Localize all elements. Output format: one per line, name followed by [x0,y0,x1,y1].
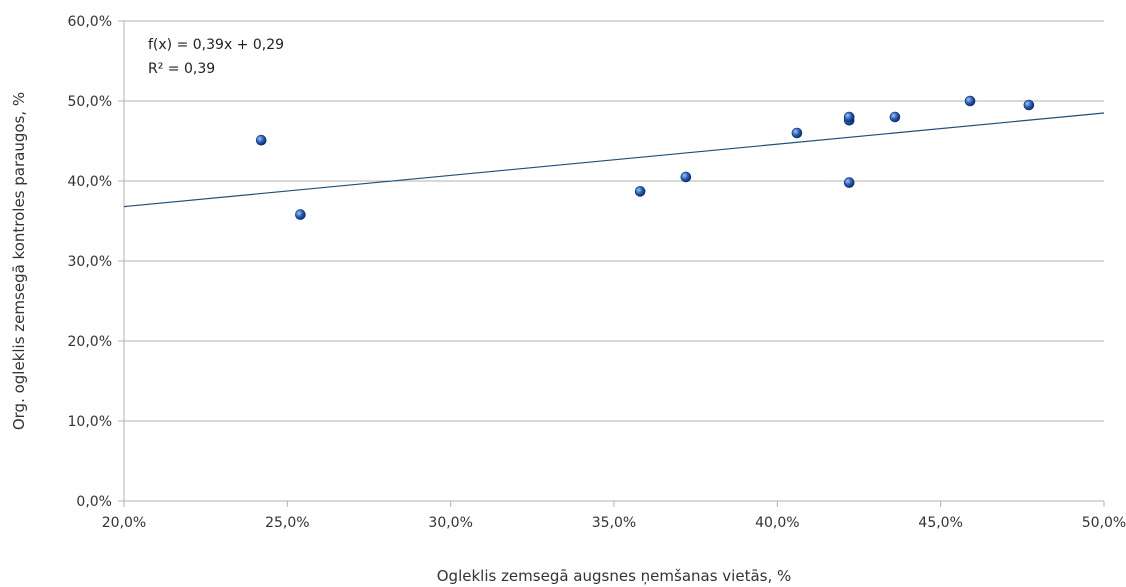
axes [123,21,1105,507]
y-tick-label: 40,0% [68,174,112,190]
x-tick-label: 25,0% [265,515,309,531]
data-point [889,111,901,123]
data-point [295,209,306,220]
y-tick-label: 30,0% [68,254,112,270]
x-tick-labels: 20,0% 25,0% 30,0% 35,0% 40,0% 45,0% 50,0% [102,515,1126,531]
x-tick-label: 50,0% [1082,515,1126,531]
y-tick-label: 60,0% [68,14,112,30]
x-tick-label: 20,0% [102,515,146,531]
x-tick-label: 45,0% [918,515,962,531]
data-point [1023,99,1035,111]
data-point [634,186,646,197]
x-tick-label: 30,0% [428,515,472,531]
equation-label: f(x) = 0,39x + 0,29 [148,37,284,53]
x-tick-label: 40,0% [755,515,799,531]
data-point [680,171,692,183]
y-axis-title: Org. ogleklis zemsegā kontroles paraugos… [10,92,28,430]
y-tick-label: 10,0% [68,414,112,430]
y-tick-labels: 0,0% 10,0% 20,0% 30,0% 40,0% 50,0% 60,0% [68,14,112,510]
data-point [791,127,803,139]
y-tick-label: 50,0% [68,94,112,110]
trendline [123,112,1105,208]
x-axis-title: Ogleklis zemsegā augsnes ņemšanas vietās… [437,567,792,585]
x-tick-label: 35,0% [592,515,636,531]
data-point [255,134,267,146]
grid-lines [118,20,1104,502]
y-tick-label: 0,0% [76,494,112,510]
data-point [964,95,976,107]
trendline-group [123,112,1105,208]
data-points [255,95,1035,220]
r-squared-label: R² = 0,39 [148,61,215,77]
y-tick-label: 20,0% [68,334,112,350]
data-point [843,111,855,123]
data-point [843,177,855,188]
